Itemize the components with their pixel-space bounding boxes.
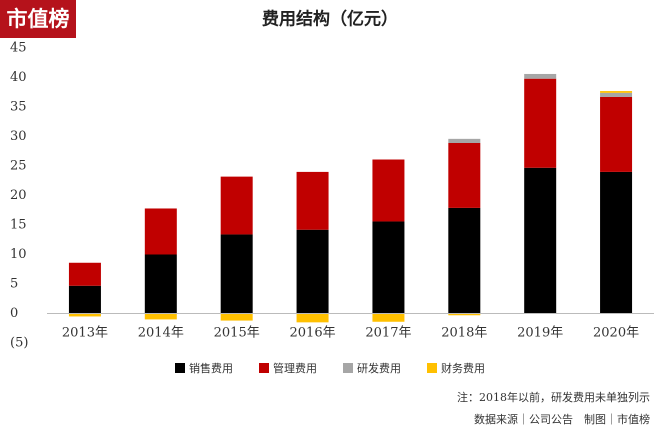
bar-segment	[144, 254, 177, 314]
bar-segment	[600, 96, 633, 172]
bar-segment	[600, 92, 633, 97]
y-tick-label: 40	[10, 70, 27, 85]
bar-segment	[448, 138, 481, 143]
legend-swatch	[259, 363, 269, 373]
bar-segment	[220, 313, 253, 321]
legend-label: 管理费用	[273, 361, 317, 375]
note: 注：2018年以前，研发费用未单独列示	[457, 390, 650, 404]
x-tick-label: 2015年	[214, 326, 260, 341]
bar-segment	[296, 171, 329, 230]
y-tick-label: 45	[10, 41, 27, 56]
y-tick-label: 10	[10, 247, 27, 262]
bar-segment	[68, 262, 101, 286]
bar-segment	[448, 207, 481, 314]
bar-segment	[524, 73, 557, 79]
logo-bg	[0, 0, 76, 38]
bar-segment	[220, 176, 253, 235]
y-tick-label: 35	[10, 100, 27, 115]
x-tick-label: 2014年	[138, 326, 184, 341]
x-tick-label: 2016年	[290, 326, 336, 341]
bar-segment	[372, 313, 405, 322]
bar-segment	[68, 285, 101, 314]
x-tick-label: 2019年	[517, 326, 563, 341]
bar-segment	[220, 234, 253, 314]
logo: 市值榜	[7, 7, 70, 31]
y-tick-label: (5)	[10, 336, 28, 351]
bar-segment	[600, 91, 633, 93]
bar-segment	[448, 142, 481, 208]
legend-label: 研发费用	[357, 361, 401, 375]
legend-swatch	[343, 363, 353, 373]
bar-segment	[524, 167, 557, 314]
chart-title: 费用结构（亿元）	[262, 9, 398, 30]
legend-label: 销售费用	[189, 361, 233, 375]
y-tick-label: 25	[10, 159, 27, 174]
y-tick-label: 20	[10, 188, 27, 203]
y-tick-label: 15	[10, 218, 27, 233]
x-tick-label: 2013年	[62, 326, 108, 341]
bar-segment	[524, 78, 557, 168]
y-tick-label: 5	[10, 277, 18, 292]
bar-segment	[600, 171, 633, 314]
bar-segment	[372, 221, 405, 314]
x-tick-label: 2018年	[441, 326, 487, 341]
legend-swatch	[427, 363, 437, 373]
bar-segment	[296, 313, 329, 323]
bar-segment	[448, 313, 481, 316]
bar-segment	[296, 229, 329, 314]
y-tick-label: 0	[10, 306, 18, 321]
bar-segment	[68, 313, 101, 317]
y-tick-label: 30	[10, 129, 27, 144]
legend-swatch	[175, 363, 185, 373]
bar-segment	[144, 208, 177, 255]
bar-segment	[372, 159, 405, 222]
legend-label: 财务费用	[441, 361, 485, 375]
x-tick-label: 2017年	[365, 326, 411, 341]
x-tick-label: 2020年	[593, 326, 639, 341]
bar-segment	[144, 313, 177, 320]
source: 数据来源｜公司公告 制图｜市值榜	[474, 412, 650, 426]
